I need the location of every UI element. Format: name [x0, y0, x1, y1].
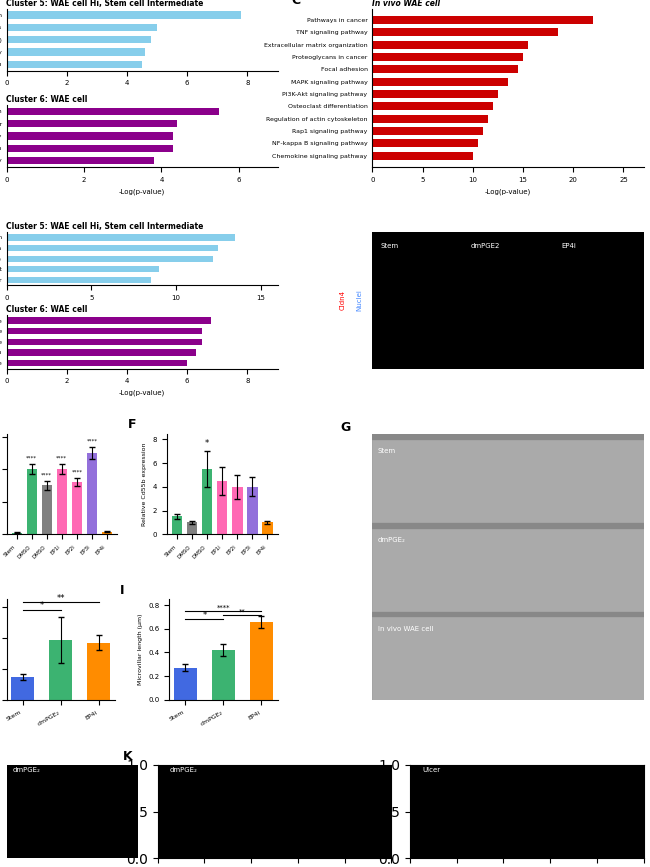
Bar — [86, 453, 97, 534]
X-axis label: -Log(p-value): -Log(p-value) — [119, 390, 165, 396]
Text: dmPGE2: dmPGE2 — [471, 244, 500, 250]
Text: **: ** — [57, 594, 65, 603]
Bar — [556, 243, 637, 366]
Bar — [49, 640, 72, 700]
Bar — [372, 90, 498, 98]
Bar — [247, 487, 257, 534]
Bar — [42, 486, 52, 534]
Bar — [372, 53, 523, 61]
Text: G: G — [340, 420, 350, 434]
Bar — [6, 49, 145, 55]
Y-axis label: Relative Cd55b expression: Relative Cd55b expression — [142, 442, 147, 525]
Bar — [465, 243, 547, 366]
Text: **: ** — [239, 609, 246, 615]
Bar — [372, 102, 493, 110]
Bar — [250, 622, 272, 700]
Bar — [372, 41, 528, 49]
Bar — [6, 36, 151, 43]
Bar — [12, 676, 34, 700]
Text: *: * — [40, 602, 44, 610]
Bar — [6, 108, 220, 115]
Bar — [6, 256, 213, 262]
Text: C: C — [291, 0, 300, 7]
Y-axis label: Microvillar length (μm): Microvillar length (μm) — [138, 614, 142, 685]
Bar — [372, 529, 644, 611]
Text: Cldn4: Cldn4 — [340, 290, 346, 310]
Bar — [372, 65, 518, 74]
Bar — [6, 266, 159, 272]
Bar — [232, 487, 242, 534]
Text: Cluster 6: WAE cell: Cluster 6: WAE cell — [6, 95, 88, 104]
Text: D: D — [378, 233, 388, 246]
Text: dmPGE₂: dmPGE₂ — [170, 767, 198, 773]
Bar — [372, 152, 473, 160]
Text: K: K — [123, 750, 133, 763]
Text: + dmPGE₂: + dmPGE₂ — [538, 548, 570, 553]
Bar — [375, 243, 456, 366]
Bar — [6, 157, 153, 164]
Text: + dmPGE₂: + dmPGE₂ — [378, 548, 410, 553]
Bar — [372, 440, 644, 522]
Text: *: * — [202, 611, 207, 620]
Text: F: F — [128, 419, 136, 432]
Text: dmPGE₂: dmPGE₂ — [13, 767, 41, 773]
Bar — [6, 11, 241, 19]
Bar — [6, 234, 235, 241]
Bar — [87, 642, 110, 700]
Text: Stem: Stem — [380, 244, 398, 250]
Bar — [6, 317, 211, 323]
Text: Cluster 5: WAE cell Hi, Stem cell Intermediate: Cluster 5: WAE cell Hi, Stem cell Interm… — [6, 0, 204, 8]
Bar — [101, 531, 112, 534]
Bar — [372, 16, 593, 24]
Bar — [6, 349, 196, 355]
Bar — [6, 328, 202, 335]
Bar — [6, 277, 151, 283]
Bar — [372, 140, 478, 147]
Text: In vivo WAE cell: In vivo WAE cell — [378, 626, 434, 632]
Bar — [372, 127, 483, 135]
Text: *: * — [205, 439, 209, 447]
Bar — [372, 114, 488, 123]
Bar — [212, 650, 235, 700]
Bar — [174, 668, 197, 700]
Bar — [12, 532, 22, 534]
X-axis label: -Log(p-value): -Log(p-value) — [485, 188, 531, 195]
Text: Nuclei: Nuclei — [356, 290, 362, 311]
Bar — [187, 523, 198, 534]
Text: ****: **** — [42, 473, 52, 478]
Text: Stem: Stem — [378, 448, 396, 454]
Bar — [6, 61, 142, 68]
Bar — [6, 339, 202, 345]
Bar — [262, 523, 272, 534]
Text: ****: **** — [72, 469, 83, 474]
Bar — [6, 23, 157, 31]
Text: ****: **** — [216, 605, 230, 611]
Bar — [6, 360, 187, 366]
Text: In vivo WAE cell: In vivo WAE cell — [372, 0, 441, 8]
Text: ****: **** — [26, 455, 37, 460]
Bar — [57, 469, 67, 534]
Bar — [6, 145, 173, 152]
Text: dmPGE₂: dmPGE₂ — [378, 537, 406, 543]
Text: EP4i: EP4i — [562, 244, 576, 250]
Text: ****: **** — [86, 438, 98, 443]
Bar — [6, 120, 177, 127]
Bar — [6, 133, 173, 140]
Bar — [6, 244, 218, 251]
Text: Cluster 5: WAE cell Hi, Stem cell Intermediate: Cluster 5: WAE cell Hi, Stem cell Interm… — [6, 222, 204, 231]
X-axis label: -Log(p-value): -Log(p-value) — [119, 188, 165, 195]
Bar — [372, 29, 558, 36]
Bar — [202, 469, 213, 534]
Text: Cluster 6: WAE cell: Cluster 6: WAE cell — [6, 305, 88, 314]
Text: ****: **** — [57, 455, 68, 460]
Bar — [372, 617, 644, 700]
Bar — [217, 481, 228, 534]
Bar — [172, 517, 183, 534]
Text: I: I — [120, 584, 125, 597]
Bar — [27, 469, 37, 534]
Text: Ulcer: Ulcer — [422, 767, 440, 773]
Bar — [372, 78, 508, 86]
Bar — [72, 482, 82, 534]
